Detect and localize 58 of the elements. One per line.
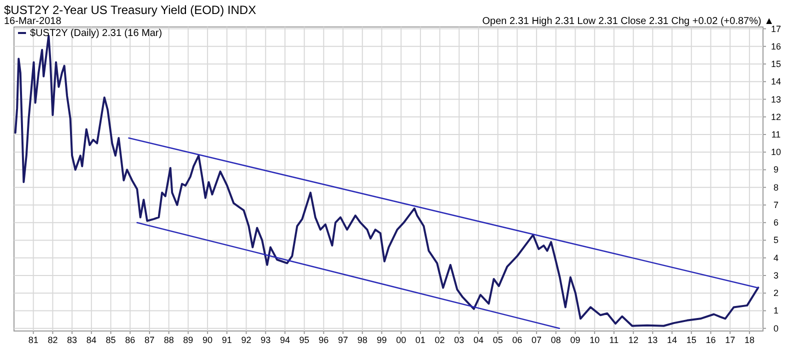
- x-tick-label: 93: [260, 335, 271, 345]
- x-tick-label: 83: [67, 335, 78, 345]
- y-tick-label: 1: [773, 306, 779, 316]
- x-tick-label: 99: [376, 335, 387, 345]
- x-tick-label: 97: [338, 335, 348, 345]
- y-tick-label: 10: [770, 147, 782, 158]
- x-tick-label: 08: [550, 335, 561, 345]
- x-tick-label: 92: [241, 335, 252, 345]
- x-tick-label: 96: [318, 335, 329, 345]
- y-tick-label: 3: [773, 270, 779, 280]
- x-tick-label: 89: [183, 335, 194, 345]
- chart-title: $UST2Y 2-Year US Treasury Yield (EOD) INDX: [4, 3, 256, 17]
- x-tick-label: 03: [454, 335, 464, 345]
- x-tick-label: 07: [532, 335, 542, 345]
- legend-label: $UST2Y (Daily) 2.31 (16 Mar): [30, 28, 162, 39]
- x-tick-label: 82: [48, 335, 58, 345]
- x-tick-label: 18: [744, 335, 754, 345]
- y-tick-label: 0: [773, 323, 779, 334]
- x-tick-label: 02: [434, 335, 445, 345]
- y-tick-label: 11: [771, 130, 781, 140]
- x-tick-label: 10: [590, 335, 600, 345]
- y-tick-label: 16: [770, 41, 782, 52]
- x-tick-label: 05: [492, 335, 503, 345]
- x-tick-label: 94: [280, 335, 290, 345]
- x-tick-label: 17: [725, 335, 736, 345]
- y-tick-label: 15: [770, 59, 782, 70]
- y-tick-label: 4: [773, 252, 779, 263]
- x-tick-label: 11: [609, 335, 619, 345]
- y-tick-label: 6: [773, 218, 779, 228]
- x-tick-label: 16: [706, 335, 716, 345]
- x-tick-label: 98: [357, 335, 368, 345]
- x-tick-label: 15: [686, 335, 696, 345]
- chart-subtitle: 16-Mar-2018: [4, 16, 62, 27]
- x-tick-label: 84: [86, 335, 96, 345]
- x-tick-label: 13: [648, 335, 658, 345]
- x-tick-label: 85: [106, 335, 116, 345]
- y-tick-label: 2: [773, 288, 779, 298]
- y-tick-label: 12: [770, 112, 782, 122]
- y-tick-label: 9: [773, 164, 779, 175]
- y-tick-label: 7: [773, 200, 779, 210]
- x-tick-label: 86: [125, 335, 136, 345]
- x-tick-label: 88: [164, 335, 174, 345]
- x-tick-label: 95: [299, 335, 310, 345]
- x-tick-label: 09: [570, 335, 580, 345]
- y-tick-label: 5: [773, 235, 779, 246]
- x-tick-label: 81: [28, 335, 38, 345]
- x-tick-label: 12: [628, 335, 638, 345]
- x-tick-label: 90: [202, 335, 213, 345]
- x-tick-label: 00: [396, 335, 406, 345]
- x-tick-label: 91: [222, 335, 232, 345]
- y-tick-label: 14: [770, 76, 782, 87]
- x-tick-label: 04: [473, 335, 484, 345]
- x-tick-label: 06: [512, 335, 522, 345]
- y-tick-label: 8: [773, 182, 779, 192]
- y-tick-label: 13: [770, 94, 782, 104]
- x-tick-label: 87: [144, 335, 154, 345]
- x-tick-label: 01: [415, 335, 426, 345]
- x-tick-label: 14: [667, 335, 678, 345]
